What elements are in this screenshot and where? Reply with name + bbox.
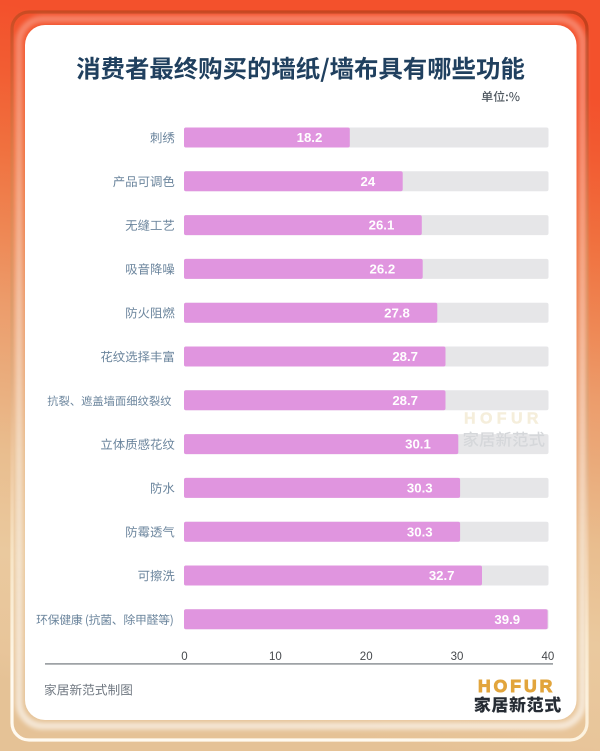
svg-text:40: 40 xyxy=(542,651,555,663)
svg-text:28.7: 28.7 xyxy=(392,393,418,408)
svg-text:30.3: 30.3 xyxy=(407,524,433,539)
svg-text:28.7: 28.7 xyxy=(392,349,418,364)
svg-text:10: 10 xyxy=(269,651,282,663)
svg-text:26.1: 26.1 xyxy=(369,218,395,233)
svg-text:30: 30 xyxy=(451,651,464,663)
svg-text:24: 24 xyxy=(361,174,376,189)
svg-text:20: 20 xyxy=(360,651,373,663)
svg-text:30.3: 30.3 xyxy=(407,481,433,496)
svg-text:0: 0 xyxy=(181,651,187,663)
svg-text:HOFUR: HOFUR xyxy=(478,676,555,696)
svg-text:26.2: 26.2 xyxy=(370,262,396,277)
svg-text:30.1: 30.1 xyxy=(405,437,431,452)
svg-text:32.7: 32.7 xyxy=(429,568,455,583)
svg-text:39.9: 39.9 xyxy=(494,612,520,627)
svg-text:27.8: 27.8 xyxy=(384,305,410,320)
svg-text:18.2: 18.2 xyxy=(297,130,323,145)
svg-text:HOFUR: HOFUR xyxy=(464,411,543,428)
